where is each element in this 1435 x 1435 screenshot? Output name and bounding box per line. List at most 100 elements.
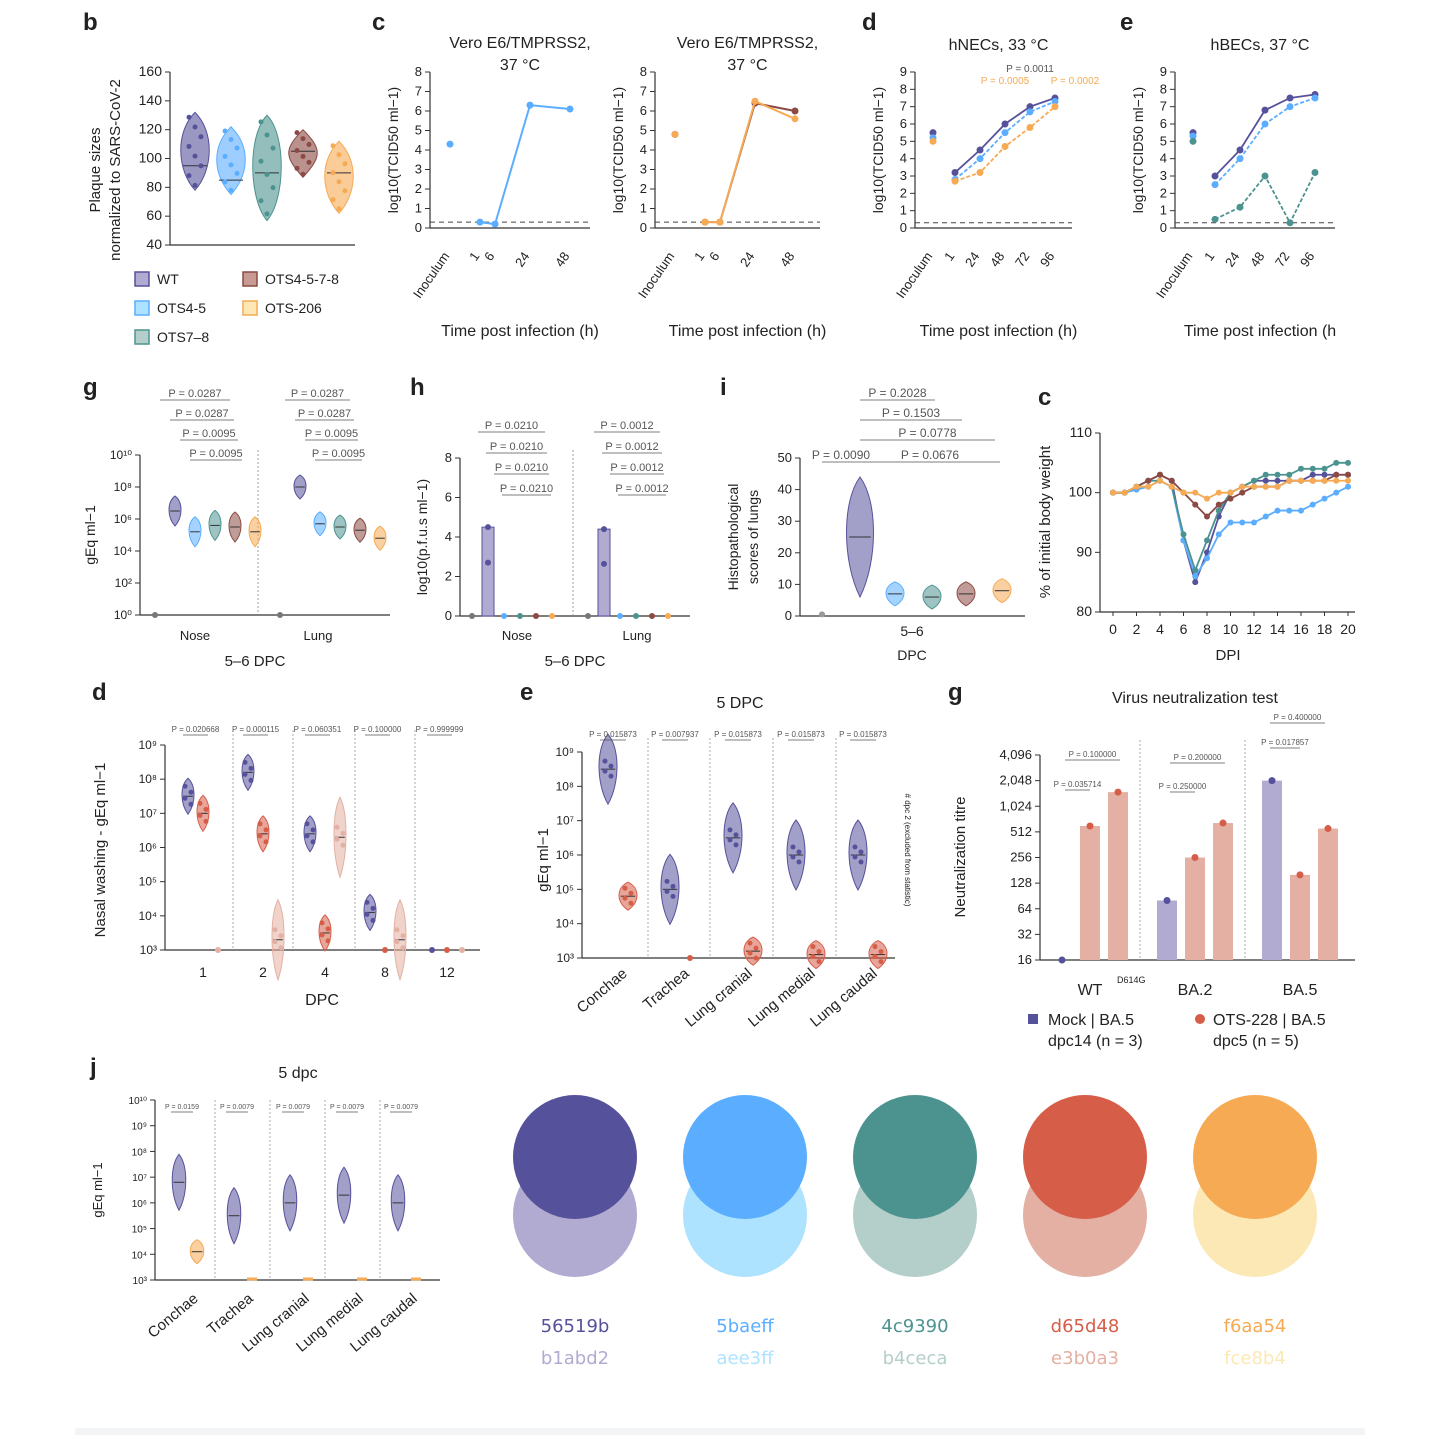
e_top-xtick: 72 bbox=[1272, 249, 1293, 269]
e_top-point bbox=[1211, 215, 1219, 223]
panel-weight-point bbox=[1345, 483, 1351, 490]
panel-e-tissue-ytick-label: 10⁵ bbox=[556, 882, 574, 896]
panel-e-tissue-point bbox=[602, 768, 608, 774]
panel-g-vnt-bar bbox=[1213, 823, 1233, 960]
panel-weight-point bbox=[1274, 471, 1281, 478]
panel-c-ytick-label: 7 bbox=[415, 84, 422, 99]
panel-weight-point bbox=[1239, 483, 1246, 490]
e_top-ylabel: log10(TCID50 ml−1) bbox=[1130, 87, 1146, 213]
e_top-point bbox=[1189, 137, 1197, 145]
e_top-point bbox=[1236, 203, 1244, 211]
d_top-title: hNECs, 33 °C bbox=[949, 37, 1049, 54]
panel-g-vnt-ytick-label: 32 bbox=[1018, 926, 1032, 941]
d_top-point bbox=[976, 146, 984, 154]
panel-weight-point bbox=[1286, 471, 1293, 478]
panel-i-ytick-label: 40 bbox=[778, 482, 792, 497]
panel-b-point bbox=[306, 159, 312, 165]
palette-circle-dark bbox=[513, 1095, 637, 1219]
panel-c-ytick-label: 2 bbox=[640, 181, 647, 196]
e_top-point bbox=[1261, 172, 1269, 180]
legend-swatch bbox=[134, 271, 150, 287]
panel-d-nasal-point bbox=[340, 842, 346, 848]
panel-weight-point bbox=[1133, 483, 1140, 490]
panel-b-point bbox=[342, 161, 348, 167]
panel-g-vnt-pvalue: P = 0.035714 bbox=[1054, 780, 1102, 789]
panel-weight-point bbox=[1215, 501, 1222, 508]
panel-e-tissue-point bbox=[664, 878, 670, 884]
panel-e-tissue-ytick-label: 10⁷ bbox=[556, 814, 574, 828]
panel-j-ytick-label: 10⁴ bbox=[132, 1250, 147, 1261]
panel-e-tissue-xtick: Lung cranial bbox=[682, 965, 756, 1031]
panel-b-ytick-label: 60 bbox=[146, 207, 162, 223]
panel-c-point bbox=[526, 101, 534, 109]
panel-d-nasal-point bbox=[188, 789, 194, 795]
panel-j-ytick-label: 10⁷ bbox=[132, 1173, 147, 1184]
panel-g-vnt-legend: OTS-228 | BA.5 bbox=[1213, 1012, 1326, 1029]
panel-b-point bbox=[306, 142, 312, 148]
panel-d-nasal-point bbox=[370, 917, 376, 923]
panel-weight-xtick-label: 20 bbox=[1340, 621, 1356, 637]
panel-c-point bbox=[701, 218, 709, 226]
d_top-ytick-label: 6 bbox=[900, 116, 907, 131]
palette-dark-hex-label: 56519b bbox=[541, 1316, 610, 1337]
panel-weight-xtick-label: 14 bbox=[1270, 621, 1286, 637]
e_top-title: hBECs, 37 °C bbox=[1211, 37, 1310, 54]
panel-g-mid-pvalue: P = 0.0287 bbox=[298, 408, 351, 420]
panel-e-tissue-point bbox=[628, 890, 634, 896]
panel-c-ytick-label: 5 bbox=[415, 123, 422, 138]
panel-weight-point bbox=[1251, 519, 1257, 526]
panel-b-point bbox=[228, 162, 234, 168]
panel-weight-point bbox=[1145, 483, 1152, 490]
palette-light-hex-label: b4ceca bbox=[883, 1348, 948, 1369]
panel-d-nasal-pvalue: P = 0.060351 bbox=[294, 725, 342, 734]
e_top-ytick-label: 5 bbox=[1160, 133, 1167, 148]
panel-j-ytick-label: 10¹⁰ bbox=[129, 1096, 147, 1107]
panel-i-ytick-label: 10 bbox=[778, 576, 792, 591]
panel-weight-xtick-label: 10 bbox=[1223, 621, 1239, 637]
panel-c-ylabel: log10(TCID50 ml−1) bbox=[610, 87, 626, 213]
e_top-xtick: 48 bbox=[1247, 249, 1268, 269]
d_top-xtick: 1 bbox=[941, 249, 957, 264]
panel-c-point bbox=[491, 220, 499, 228]
panel-d-nasal-point bbox=[248, 777, 254, 783]
panel-c-xtick: Inoculum bbox=[635, 249, 678, 301]
e_top-xtick: 1 bbox=[1201, 249, 1217, 264]
panel-weight-point bbox=[1145, 477, 1152, 484]
panel-weight-point bbox=[1286, 507, 1293, 514]
panel-e-tissue-point bbox=[628, 900, 634, 906]
panel-g-vnt-point bbox=[1114, 788, 1122, 796]
e_top-point bbox=[1236, 155, 1244, 163]
panel-d-nasal-point bbox=[182, 795, 188, 801]
panel-i-xlabel: 5–6 bbox=[900, 623, 924, 639]
d_top-point bbox=[1026, 123, 1034, 131]
panel-e-tissue-point bbox=[670, 893, 676, 899]
panel-b-point bbox=[222, 179, 228, 185]
panel-d-pvalue: P = 0.0002 bbox=[1051, 76, 1100, 87]
panel-weight-point bbox=[1345, 471, 1351, 478]
panel-c-ytick-label: 7 bbox=[640, 84, 647, 99]
panel-d-nasal-point bbox=[263, 839, 269, 845]
panel-e-tissue-point bbox=[810, 944, 816, 950]
d_top-xtick: 72 bbox=[1012, 249, 1033, 269]
panel-e-tissue-point bbox=[753, 955, 759, 961]
legend-label: WT bbox=[157, 271, 179, 287]
panel-c-ytick-label: 0 bbox=[415, 220, 422, 235]
panel-d-nasal-xtick: 8 bbox=[381, 964, 389, 980]
panel-c-ytick-label: 5 bbox=[640, 123, 647, 138]
panel-e-tissue-point bbox=[727, 827, 733, 833]
panel-d-nasal-point bbox=[340, 830, 346, 836]
panel-d-nasal-xtick: 2 bbox=[259, 964, 267, 980]
panel-b-point bbox=[186, 114, 192, 120]
panel-b-ytick-label: 80 bbox=[146, 178, 162, 194]
panel-e-tissue-point bbox=[733, 842, 739, 848]
panel-h-pvalue: P = 0.0012 bbox=[610, 462, 663, 474]
panel-weight-point bbox=[1192, 573, 1199, 580]
panel-b-point bbox=[342, 188, 348, 194]
d_top-point bbox=[976, 155, 984, 163]
panel-d-nasal-point bbox=[197, 812, 203, 818]
data-point bbox=[485, 559, 491, 566]
panel-d-nasal-point bbox=[263, 827, 269, 833]
panel-e-tissue-point bbox=[816, 959, 822, 965]
panel-e-tissue-point bbox=[687, 955, 693, 961]
